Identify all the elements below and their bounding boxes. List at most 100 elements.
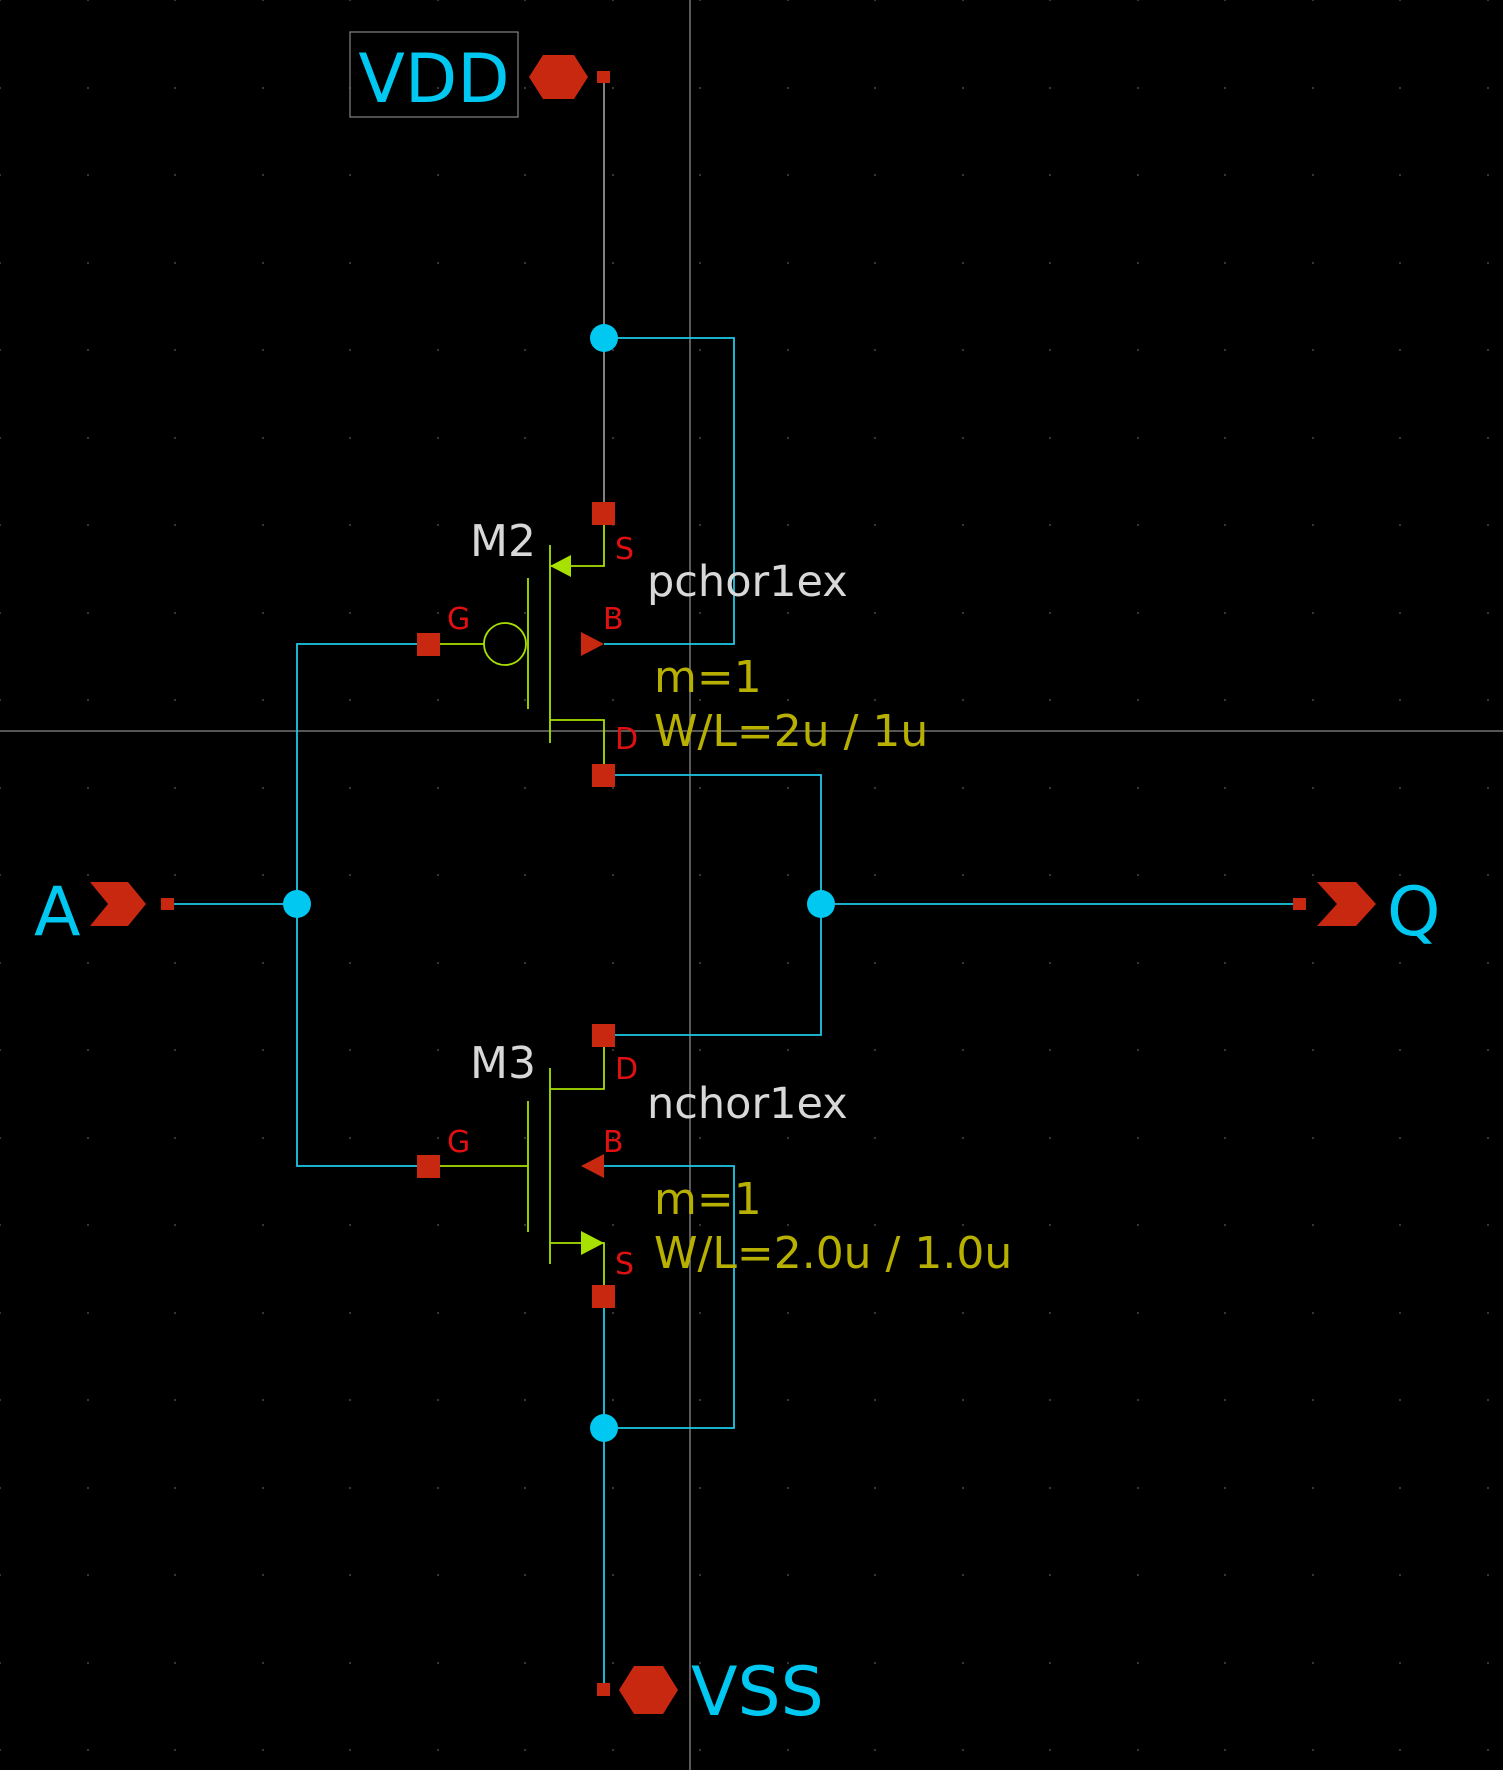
grid-dot	[86, 1486, 90, 1490]
grid-dot	[86, 1311, 90, 1315]
grid-dot	[1486, 0, 1490, 2]
grid-dot	[348, 786, 352, 790]
grid-dot	[961, 1136, 965, 1140]
grid-dot	[348, 611, 352, 615]
grid-dot	[1223, 348, 1227, 352]
grid-dot	[873, 1136, 877, 1140]
grid-dot	[0, 1486, 2, 1490]
grid-dot	[873, 786, 877, 790]
grid-dot	[523, 523, 527, 527]
grid-dot	[0, 1748, 2, 1752]
grid-dot	[961, 1573, 965, 1577]
bulk-arrow-icon	[581, 1154, 604, 1178]
grid-dot	[86, 786, 90, 790]
hexagon-port-icon[interactable]	[529, 55, 588, 99]
grid-dot	[611, 1311, 615, 1315]
grid-dot	[1223, 961, 1227, 965]
grid-dot	[348, 1136, 352, 1140]
grid-dot	[1398, 1048, 1402, 1052]
grid-dot	[961, 1748, 965, 1752]
grid-dot	[1486, 1136, 1490, 1140]
grid-dot	[86, 698, 90, 702]
grid-dot	[611, 1573, 615, 1577]
output-port-label: Q	[1387, 873, 1441, 952]
grid-dot	[961, 1048, 965, 1052]
m3-gate-pin[interactable]	[417, 1155, 440, 1178]
grid-dot	[1486, 1223, 1490, 1227]
grid-dot	[348, 961, 352, 965]
vdd-label-box[interactable]	[349, 31, 519, 118]
grid-dot	[873, 961, 877, 965]
grid-dot	[698, 261, 702, 265]
output-chevron-icon[interactable]	[1317, 882, 1376, 926]
grid-dot	[961, 0, 965, 2]
grid-dot	[1223, 0, 1227, 2]
grid-dot	[173, 0, 177, 2]
grid-dot	[786, 173, 790, 177]
grid-dot	[611, 873, 615, 877]
hexagon-port-icon[interactable]	[619, 1666, 678, 1714]
junction-dot	[283, 890, 311, 918]
m2-source-pin[interactable]	[592, 502, 615, 525]
grid-dot	[1398, 348, 1402, 352]
m2-drain-pin[interactable]	[592, 764, 615, 787]
m3-name: M3	[470, 1038, 536, 1089]
grid-dot	[173, 1748, 177, 1752]
input-chevron-icon[interactable]	[90, 882, 146, 926]
grid-dot	[173, 611, 177, 615]
grid-dot	[173, 1311, 177, 1315]
grid-dot	[1223, 173, 1227, 177]
m3-source-pin[interactable]	[592, 1285, 615, 1308]
grid-dot	[0, 611, 2, 615]
grid-dot	[1486, 261, 1490, 265]
m3-pin-label-d: D	[615, 1052, 638, 1087]
grid-dot	[786, 0, 790, 2]
output-upper-wire	[604, 774, 822, 904]
grid-dot	[173, 1573, 177, 1577]
grid-dot	[1136, 261, 1140, 265]
grid-dot	[348, 1398, 352, 1402]
grid-dot	[1136, 1573, 1140, 1577]
grid-dot	[1311, 1136, 1315, 1140]
grid-dot	[0, 0, 2, 2]
grid-dot	[86, 1398, 90, 1402]
grid-dot	[1486, 1311, 1490, 1315]
grid-dot	[436, 86, 440, 90]
grid-dot	[86, 611, 90, 615]
junctions	[283, 324, 835, 1442]
bulk-wire-m2	[604, 337, 735, 645]
grid-dot	[698, 523, 702, 527]
bulk-wire-m3	[604, 1165, 735, 1429]
grid-dot	[261, 961, 265, 965]
grid-dot	[961, 1311, 965, 1315]
grid-dot	[1136, 1136, 1140, 1140]
grid-dot	[1223, 1223, 1227, 1227]
grid-dot	[261, 348, 265, 352]
grid-dot	[786, 611, 790, 615]
grid-dot	[0, 698, 2, 702]
m3-drain-pin[interactable]	[592, 1024, 615, 1047]
grid-dot	[1136, 173, 1140, 177]
pmos-transistor-m2[interactable]: M2 pchor1ex m=1 W/L=2u / 1u S G B D	[417, 502, 928, 787]
nmos-transistor-m3[interactable]: M3 nchor1ex m=1 W/L=2.0u / 1.0u D G B S	[417, 1024, 1012, 1308]
grid-dot	[173, 261, 177, 265]
grid-dot	[348, 1748, 352, 1752]
grid-dot	[611, 698, 615, 702]
grid-dot	[1311, 1748, 1315, 1752]
grid-dot	[0, 786, 2, 790]
grid-dot	[436, 1486, 440, 1490]
grid-dot	[873, 1398, 877, 1402]
grid-dot	[261, 173, 265, 177]
grid-dot	[523, 86, 527, 90]
grid-dot	[1048, 86, 1052, 90]
grid-dot	[173, 348, 177, 352]
grid-dot	[611, 611, 615, 615]
grid-dot	[611, 436, 615, 440]
m2-gate-pin[interactable]	[417, 633, 440, 656]
grid-dot	[1311, 873, 1315, 877]
grid-dot	[1048, 961, 1052, 965]
grid-dot	[786, 698, 790, 702]
grid-dot	[261, 261, 265, 265]
